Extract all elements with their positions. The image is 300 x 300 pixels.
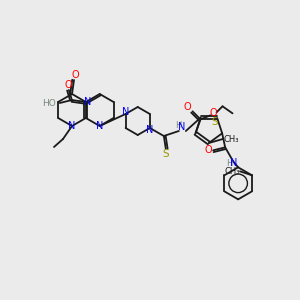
Text: CH₃: CH₃ [223, 134, 238, 143]
Text: CH₃: CH₃ [224, 167, 240, 176]
Text: N: N [68, 121, 76, 131]
Text: H: H [226, 159, 232, 168]
Text: O: O [210, 108, 217, 118]
Text: HO: HO [42, 98, 56, 107]
Text: O: O [184, 102, 191, 112]
Text: O: O [204, 145, 212, 155]
Text: S: S [212, 117, 218, 127]
Text: N: N [84, 97, 92, 107]
Text: N: N [178, 122, 185, 132]
Text: H: H [175, 122, 181, 130]
Text: S: S [163, 149, 169, 159]
Text: O: O [71, 70, 79, 80]
Text: N: N [230, 158, 238, 168]
Text: N: N [122, 107, 129, 117]
Text: N: N [146, 125, 154, 135]
Text: O: O [64, 80, 72, 90]
Text: N: N [96, 121, 103, 131]
